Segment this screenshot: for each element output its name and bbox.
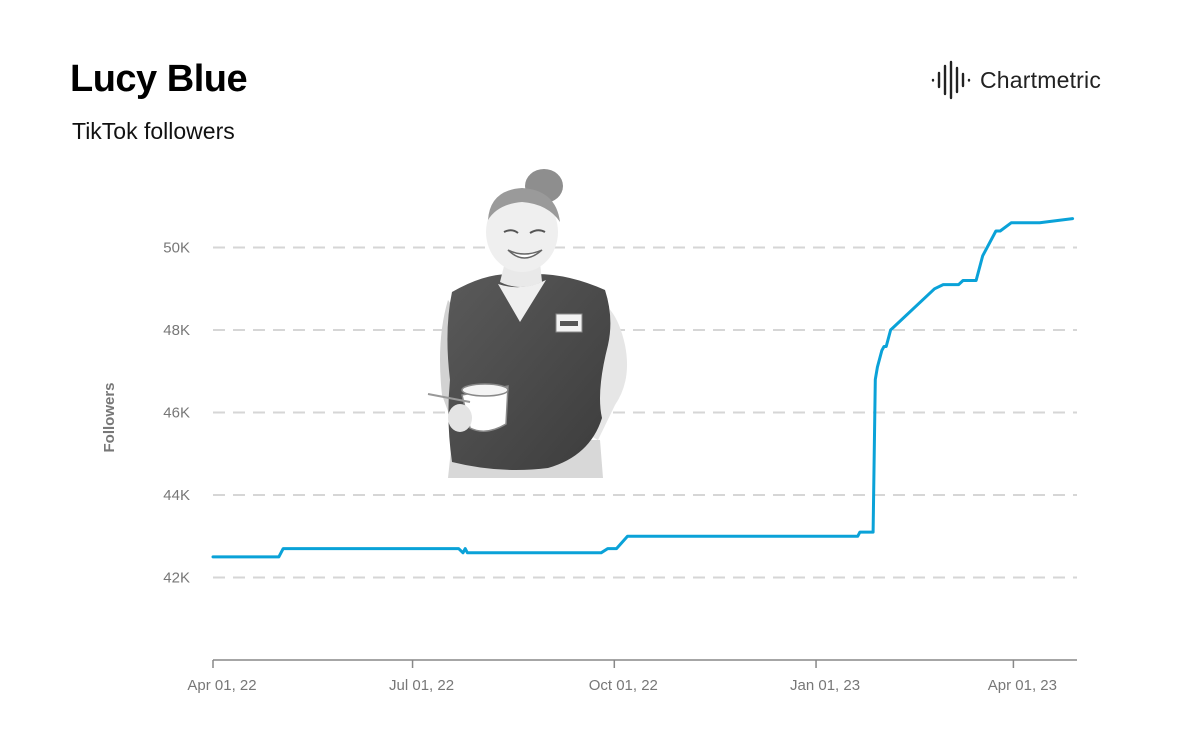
brand-name: Chartmetric bbox=[980, 66, 1102, 93]
y-tick-label: 42K bbox=[163, 570, 190, 587]
x-tick-label: Jul 01, 22 bbox=[389, 677, 454, 694]
y-tick-label: 50K bbox=[163, 240, 190, 257]
brand-logo: Chartmetric bbox=[930, 60, 1101, 100]
chartmetric-logo-icon bbox=[931, 60, 971, 100]
y-axis-title: Followers bbox=[101, 382, 118, 452]
chart-subtitle: TikTok followers bbox=[72, 118, 235, 144]
label-layer: 42K 44K 46K 48K 50K Apr 01, 22 Jul 01, 22 Oct 0… bbox=[101, 240, 1057, 695]
y-tick-label: 44K bbox=[163, 487, 190, 504]
chart-title: Lucy Blue bbox=[70, 58, 248, 100]
y-tick-label: 46K bbox=[163, 405, 190, 422]
grid-layer bbox=[213, 246, 1077, 579]
x-tick-label: Oct 01, 22 bbox=[589, 677, 658, 694]
y-tick-label: 48K bbox=[163, 322, 190, 339]
axis-layer bbox=[212, 659, 1077, 668]
x-tick-label: Apr 01, 23 bbox=[988, 677, 1057, 694]
x-tick-label: Apr 01, 22 bbox=[187, 677, 256, 694]
series-line-followers bbox=[211, 217, 1075, 559]
artist-photo bbox=[427, 169, 628, 478]
x-tick-label: Jan 01, 23 bbox=[790, 677, 860, 694]
series-layer bbox=[211, 217, 1075, 559]
